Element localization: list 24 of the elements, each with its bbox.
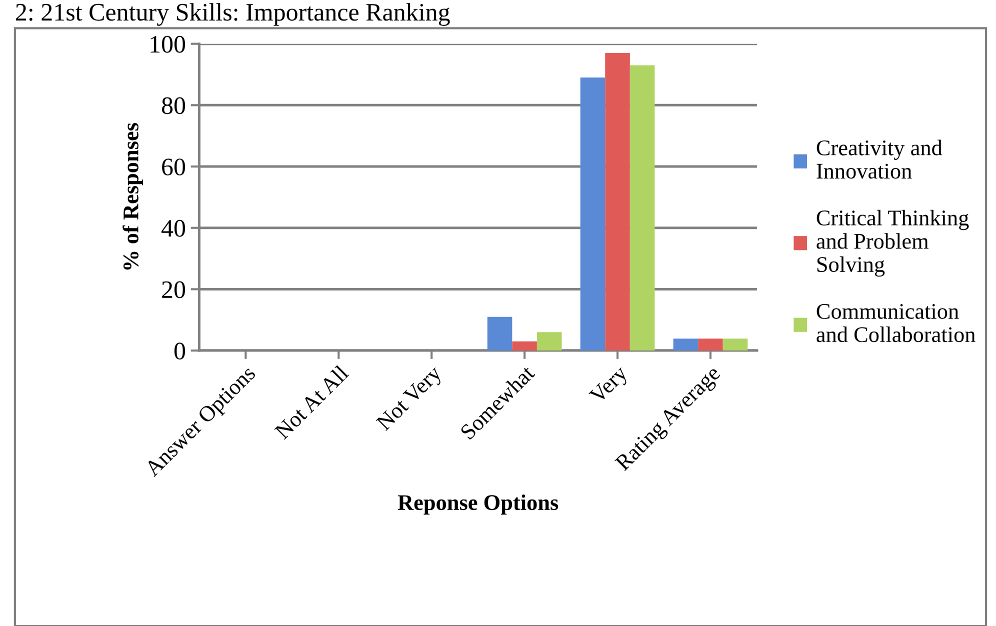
bar — [487, 316, 512, 351]
bar — [605, 53, 630, 351]
legend-label: Creativity and Innovation — [816, 140, 942, 179]
legend-label: Communication and Collaboration — [816, 304, 976, 342]
bar — [580, 78, 606, 351]
y-axis-title: % of Responses — [122, 123, 143, 270]
y-tick-label: 60 — [162, 158, 186, 176]
bar — [512, 341, 537, 351]
x-tick-label: Not Very — [376, 364, 446, 434]
y-tick-label: 0 — [174, 342, 186, 360]
bar — [722, 338, 748, 351]
x-tick-label: Very — [588, 364, 632, 408]
y-tick-label: 100 — [150, 36, 186, 53]
bar — [536, 332, 562, 351]
chart-title: 2: 21st Century Skills: Importance Ranking — [16, 3, 450, 26]
y-tick-label: 20 — [162, 281, 186, 298]
x-axis-title: Reponse Options — [398, 494, 558, 515]
bar — [698, 338, 723, 351]
bar — [630, 65, 655, 351]
x-tick-label: Not At All — [274, 364, 350, 440]
y-tick-label: 80 — [162, 97, 186, 114]
bar — [673, 338, 698, 351]
legend-label: Critical Thinking and Problem Solving — [816, 210, 969, 277]
y-tick-label: 40 — [161, 220, 186, 237]
